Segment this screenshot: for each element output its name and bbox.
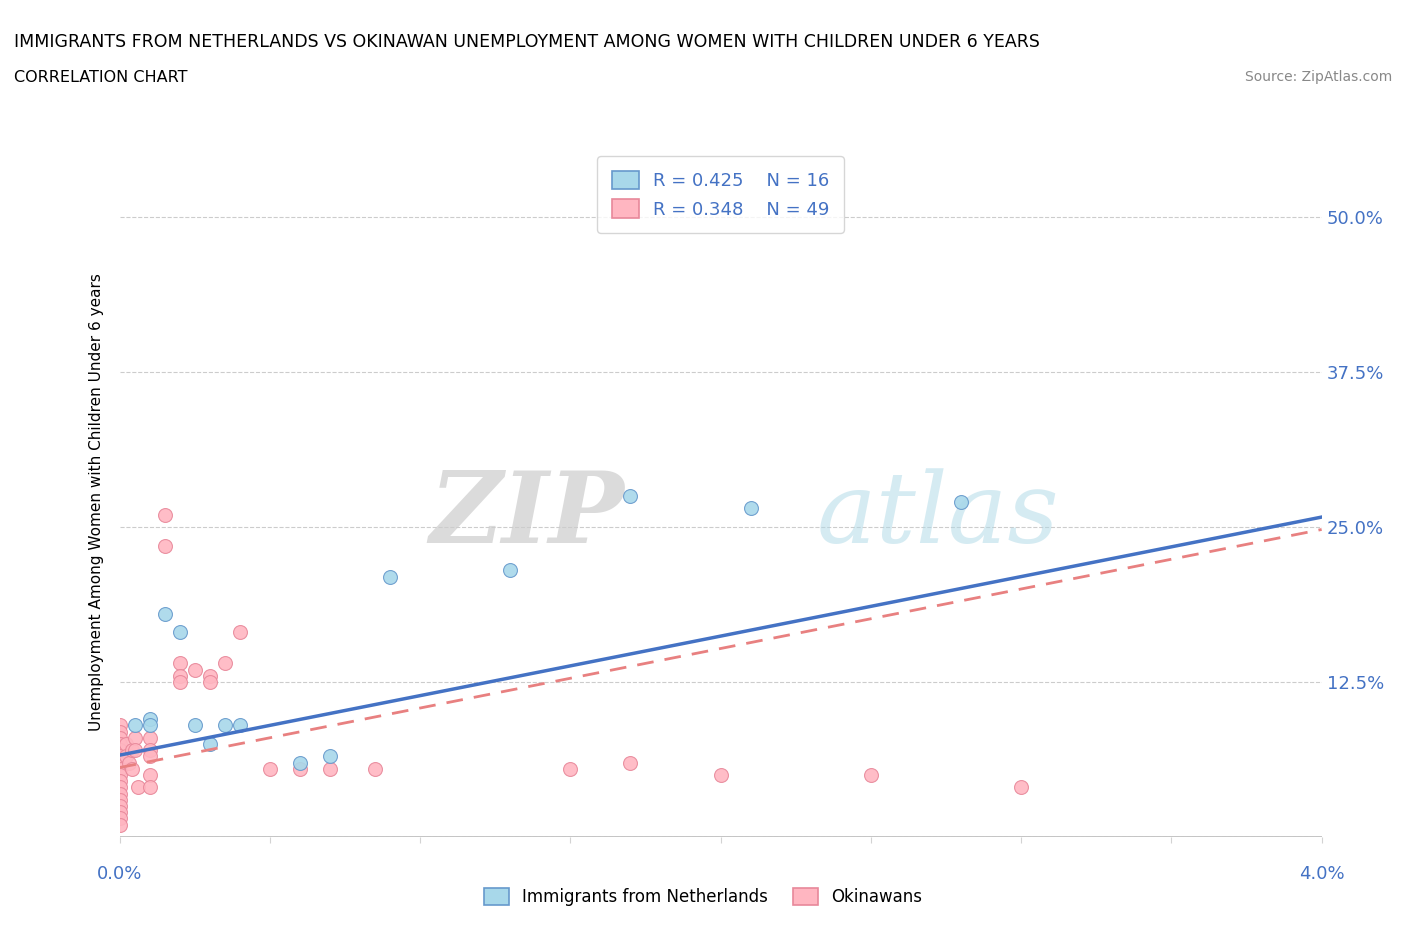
Point xyxy=(169,674,191,689)
Point xyxy=(114,737,136,751)
Point xyxy=(108,792,131,807)
Point xyxy=(108,786,131,801)
Point xyxy=(108,730,131,745)
Legend: Immigrants from Netherlands, Okinawans: Immigrants from Netherlands, Okinawans xyxy=(477,881,929,912)
Point xyxy=(198,669,221,684)
Point xyxy=(259,762,281,777)
Point xyxy=(117,755,139,770)
Text: 0.0%: 0.0% xyxy=(97,865,142,884)
Text: CORRELATION CHART: CORRELATION CHART xyxy=(14,70,187,85)
Point xyxy=(288,755,311,770)
Point xyxy=(121,762,143,777)
Text: 4.0%: 4.0% xyxy=(1299,865,1344,884)
Point xyxy=(1010,780,1032,795)
Point xyxy=(108,749,131,764)
Point xyxy=(169,656,191,671)
Point xyxy=(108,817,131,832)
Point xyxy=(108,799,131,814)
Point xyxy=(198,674,221,689)
Point xyxy=(228,718,252,733)
Point xyxy=(108,762,131,777)
Point xyxy=(138,749,160,764)
Point xyxy=(709,767,731,782)
Point xyxy=(108,767,131,782)
Point xyxy=(138,767,160,782)
Point xyxy=(183,662,205,677)
Point xyxy=(121,743,143,758)
Point xyxy=(619,488,641,503)
Point xyxy=(183,718,205,733)
Point xyxy=(153,507,176,522)
Point xyxy=(124,718,146,733)
Point xyxy=(198,737,221,751)
Point xyxy=(288,762,311,777)
Point xyxy=(124,743,146,758)
Point xyxy=(214,656,236,671)
Text: Source: ZipAtlas.com: Source: ZipAtlas.com xyxy=(1244,70,1392,84)
Text: IMMIGRANTS FROM NETHERLANDS VS OKINAWAN UNEMPLOYMENT AMONG WOMEN WITH CHILDREN U: IMMIGRANTS FROM NETHERLANDS VS OKINAWAN … xyxy=(14,33,1040,50)
Point xyxy=(138,730,160,745)
Point xyxy=(108,811,131,826)
Point xyxy=(138,711,160,726)
Point xyxy=(740,501,762,516)
Legend: R = 0.425    N = 16, R = 0.348    N = 49: R = 0.425 N = 16, R = 0.348 N = 49 xyxy=(598,156,844,232)
Point xyxy=(124,730,146,745)
Point xyxy=(108,737,131,751)
Point xyxy=(108,718,131,733)
Point xyxy=(859,767,882,782)
Point xyxy=(108,774,131,789)
Point xyxy=(378,569,401,584)
Point xyxy=(108,780,131,795)
Point xyxy=(114,749,136,764)
Point xyxy=(364,762,387,777)
Point xyxy=(214,718,236,733)
Point xyxy=(108,804,131,819)
Point xyxy=(619,755,641,770)
Point xyxy=(108,724,131,739)
Point xyxy=(499,563,522,578)
Point xyxy=(127,780,149,795)
Point xyxy=(319,749,342,764)
Point xyxy=(949,495,972,510)
Text: atlas: atlas xyxy=(817,468,1060,564)
Y-axis label: Unemployment Among Women with Children Under 6 years: Unemployment Among Women with Children U… xyxy=(89,273,104,731)
Point xyxy=(108,743,131,758)
Point xyxy=(138,718,160,733)
Point xyxy=(319,762,342,777)
Point xyxy=(228,625,252,640)
Text: ZIP: ZIP xyxy=(429,468,624,564)
Point xyxy=(169,669,191,684)
Point xyxy=(108,755,131,770)
Point xyxy=(153,606,176,621)
Point xyxy=(153,538,176,553)
Point xyxy=(169,625,191,640)
Point xyxy=(560,762,582,777)
Point xyxy=(138,743,160,758)
Point xyxy=(138,780,160,795)
